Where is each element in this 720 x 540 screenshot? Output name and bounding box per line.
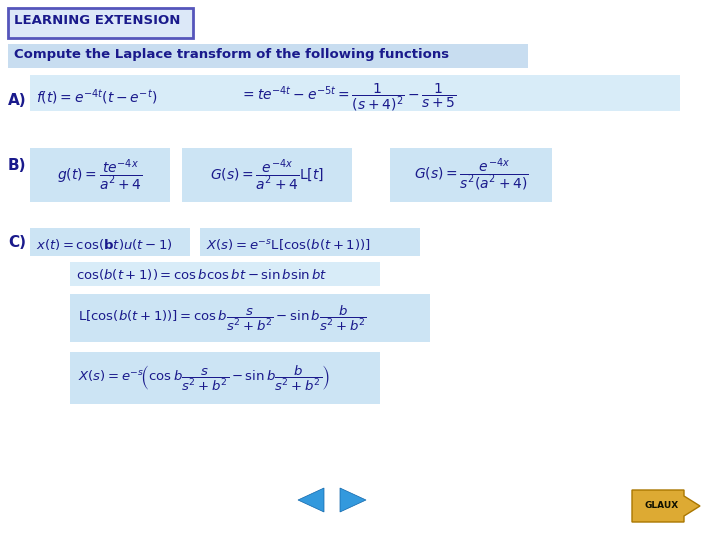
- Text: B): B): [8, 158, 27, 173]
- Text: $G(s)=\dfrac{e^{-4x}}{a^{2}+4}\mathrm{L}[t]$: $G(s)=\dfrac{e^{-4x}}{a^{2}+4}\mathrm{L}…: [210, 157, 324, 193]
- FancyBboxPatch shape: [30, 148, 170, 202]
- Text: GLAUX: GLAUX: [645, 502, 679, 510]
- Text: $f(t)=e^{-4t}(t-e^{-t})$: $f(t)=e^{-4t}(t-e^{-t})$: [36, 87, 158, 107]
- Polygon shape: [298, 488, 324, 512]
- Text: $\cos(b(t+1))=\cos b\cos bt-\sin b\sin bt$: $\cos(b(t+1))=\cos b\cos bt-\sin b\sin b…: [76, 267, 328, 282]
- FancyBboxPatch shape: [390, 148, 552, 202]
- FancyBboxPatch shape: [70, 262, 380, 286]
- Text: $X(s)=e^{-s}\!\left(\cos b\dfrac{s}{s^{2}+b^{2}}-\sin b\dfrac{b}{s^{2}+b^{2}}\ri: $X(s)=e^{-s}\!\left(\cos b\dfrac{s}{s^{2…: [78, 363, 330, 393]
- FancyBboxPatch shape: [200, 228, 420, 256]
- Polygon shape: [632, 490, 700, 522]
- FancyBboxPatch shape: [182, 148, 352, 202]
- Text: Compute the Laplace transform of the following functions: Compute the Laplace transform of the fol…: [14, 48, 449, 61]
- Text: LEARNING EXTENSION: LEARNING EXTENSION: [14, 14, 181, 27]
- FancyBboxPatch shape: [30, 75, 680, 111]
- Polygon shape: [340, 488, 366, 512]
- Text: $X(s)=e^{-s}\mathrm{L}[\cos(b(t+1))]$: $X(s)=e^{-s}\mathrm{L}[\cos(b(t+1))]$: [206, 237, 371, 252]
- Text: $g(t)=\dfrac{te^{-4x}}{a^{2}+4}$: $g(t)=\dfrac{te^{-4x}}{a^{2}+4}$: [57, 157, 143, 193]
- Text: $x(t)=\cos(\mathbf{b}t)u(t-1)$: $x(t)=\cos(\mathbf{b}t)u(t-1)$: [36, 237, 173, 252]
- Text: $G(s)=\dfrac{e^{-4x}}{s^{2}(a^{2}+4)}$: $G(s)=\dfrac{e^{-4x}}{s^{2}(a^{2}+4)}$: [413, 157, 528, 193]
- FancyBboxPatch shape: [8, 44, 528, 68]
- FancyBboxPatch shape: [70, 352, 380, 404]
- Text: $\mathrm{L}[\cos(b(t+1))]=\cos b\dfrac{s}{s^{2}+b^{2}}-\sin b\dfrac{b}{s^{2}+b^{: $\mathrm{L}[\cos(b(t+1))]=\cos b\dfrac{s…: [78, 303, 367, 333]
- Text: $=te^{-4t}-e^{-5t}=\dfrac{1}{(s+4)^{2}}-\dfrac{1}{s+5}$: $=te^{-4t}-e^{-5t}=\dfrac{1}{(s+4)^{2}}-…: [240, 81, 456, 113]
- FancyBboxPatch shape: [70, 294, 430, 342]
- Text: C): C): [8, 235, 26, 250]
- Text: A): A): [8, 93, 27, 108]
- FancyBboxPatch shape: [8, 8, 193, 38]
- FancyBboxPatch shape: [30, 228, 190, 256]
